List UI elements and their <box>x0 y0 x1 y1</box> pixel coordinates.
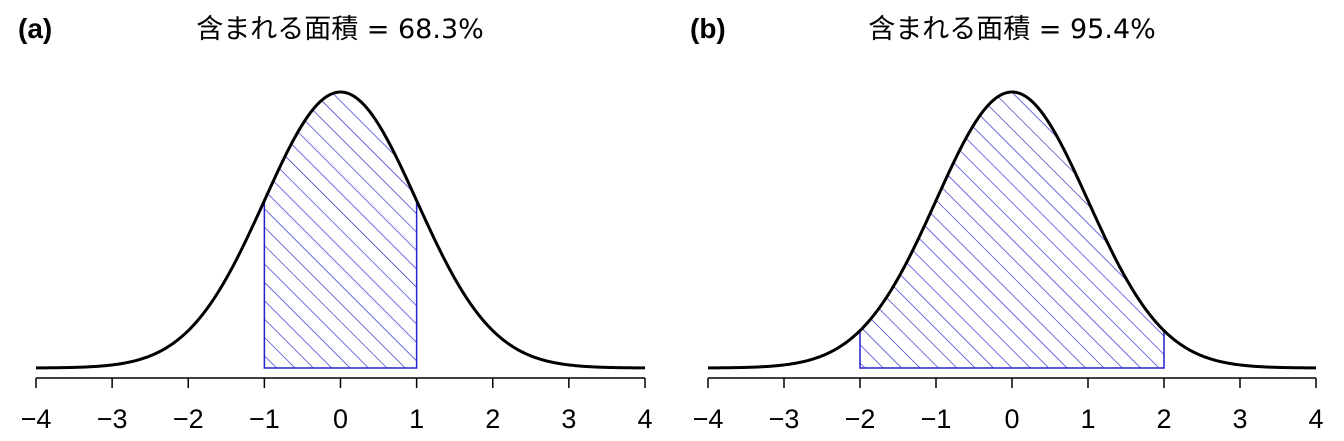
x-tick-label: 0 <box>1004 404 1019 434</box>
panel-label: (b) <box>690 13 726 44</box>
x-tick-label: 3 <box>561 404 576 434</box>
x-tick-label: 1 <box>1080 404 1095 434</box>
x-tick-label: 0 <box>333 404 348 434</box>
chart-panel-a: (a) 含まれる面積 = 68.3% −4 −3 −2 −1 0 1 2 3 4 <box>18 13 653 434</box>
x-tick-label: 2 <box>485 404 500 434</box>
x-tick-label: −3 <box>97 404 128 434</box>
x-tick-label: 3 <box>1232 404 1247 434</box>
x-tick-label: −4 <box>693 404 724 434</box>
x-tick-label: 1 <box>409 404 424 434</box>
density-curve <box>707 90 1317 370</box>
shaded-area <box>263 91 418 369</box>
x-tick-label: −1 <box>249 404 280 434</box>
x-tick-label: 4 <box>637 404 652 434</box>
x-tick-label: −3 <box>769 404 800 434</box>
x-tick-label: 2 <box>1156 404 1171 434</box>
shaded-area <box>859 91 1165 369</box>
x-tick-label: −1 <box>921 404 952 434</box>
density-curve <box>35 90 646 370</box>
chart-title: 含まれる面積 = 68.3% <box>196 14 484 45</box>
chart-panel-b: (b) 含まれる面積 = 95.4% −4 −3 −2 −1 0 1 2 3 4 <box>690 13 1324 434</box>
x-tick-label: 4 <box>1308 404 1323 434</box>
x-tick-label: −2 <box>845 404 876 434</box>
panel-label: (a) <box>18 13 52 44</box>
chart-title: 含まれる面積 = 95.4% <box>868 14 1156 45</box>
x-tick-label: −2 <box>173 404 204 434</box>
x-tick-label: −4 <box>21 404 52 434</box>
